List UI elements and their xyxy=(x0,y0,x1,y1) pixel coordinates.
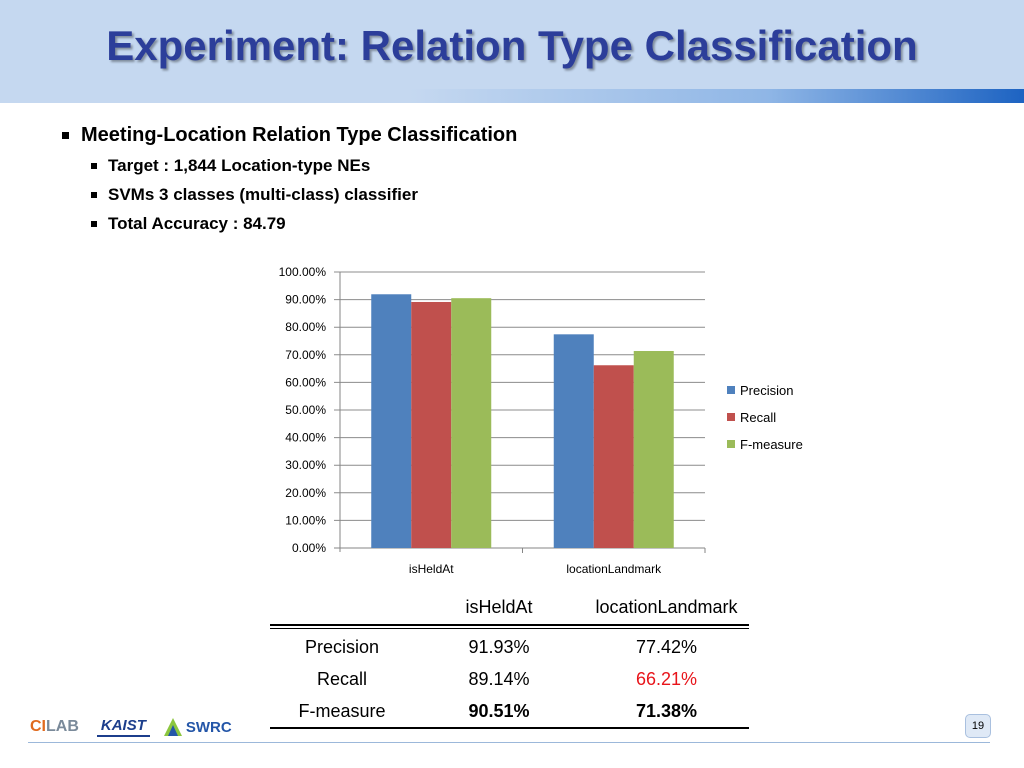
table-cell: Precision xyxy=(304,636,380,657)
table-cell: 90.51% xyxy=(468,700,530,721)
table-header-row: isHeldAt locationLandmark xyxy=(270,590,749,626)
bullet-sub: SVMs 3 classes (multi-class) classifier xyxy=(91,185,517,205)
legend-swatch xyxy=(727,440,735,448)
square-bullet-icon xyxy=(62,132,69,139)
table-row: Recall 89.14% 66.21% xyxy=(270,663,749,695)
y-tick-label: 30.00% xyxy=(285,458,326,472)
svrc-triangle-icon xyxy=(163,718,182,736)
table-cell: 77.42% xyxy=(635,636,698,657)
page-number: 19 xyxy=(965,714,991,738)
y-tick-label: 80.00% xyxy=(285,320,326,334)
cilab-logo: CILAB xyxy=(30,718,79,735)
table-cell: 71.38% xyxy=(635,700,698,721)
bullet-list: Meeting-Location Relation Type Classific… xyxy=(62,124,517,234)
bullet-main: Meeting-Location Relation Type Classific… xyxy=(62,124,517,147)
table-header-cell: locationLandmark xyxy=(595,596,738,617)
slide-title: Experiment: Relation Type Classification xyxy=(106,22,918,69)
x-tick-label: isHeldAt xyxy=(409,562,454,576)
table-row: Precision 91.93% 77.42% xyxy=(270,631,749,663)
bullet-sub-text: Target : 1,844 Location-type NEs xyxy=(108,156,371,175)
table-double-rule xyxy=(270,626,749,629)
bar-f-measure xyxy=(451,298,492,548)
legend-entry: Recall xyxy=(740,410,776,425)
legend-entry: F-measure xyxy=(740,437,803,452)
table-cell: 91.93% xyxy=(468,636,530,657)
bar-precision xyxy=(371,294,412,548)
results-table: isHeldAt locationLandmark Precision 91.9… xyxy=(270,590,749,729)
table-header-cell: isHeldAt xyxy=(465,596,533,617)
y-tick-label: 60.00% xyxy=(285,375,326,389)
table-row: F-measure 90.51% 71.38% xyxy=(270,695,749,727)
legend-entry: Precision xyxy=(740,383,793,398)
table-bottom-rule xyxy=(270,727,749,729)
y-tick-label: 90.00% xyxy=(285,293,326,307)
y-tick-label: 10.00% xyxy=(285,513,326,527)
svrc-logo: SWRC xyxy=(162,716,232,738)
table-cell: 89.14% xyxy=(468,668,530,689)
bullet-sub-text: SVMs 3 classes (multi-class) classifier xyxy=(108,185,418,204)
legend-swatch xyxy=(727,413,735,421)
bar-recall xyxy=(411,301,452,548)
square-bullet-icon xyxy=(91,163,97,169)
square-bullet-icon xyxy=(91,192,97,198)
y-tick-label: 50.00% xyxy=(285,403,326,417)
title-stripe xyxy=(0,89,1024,103)
bar-f-measure xyxy=(633,350,674,548)
x-tick-label: locationLandmark xyxy=(566,562,662,576)
y-tick-label: 70.00% xyxy=(285,348,326,362)
square-bullet-icon xyxy=(91,221,97,227)
y-tick-label: 100.00% xyxy=(279,265,327,279)
table-cell: F-measure xyxy=(298,700,386,721)
y-tick-label: 40.00% xyxy=(285,431,326,445)
bar-recall xyxy=(593,365,634,548)
logo-strip: CILAB KAIST SWRC xyxy=(30,712,232,742)
bar-precision xyxy=(553,334,594,548)
table-cell: Recall xyxy=(316,668,368,689)
bar-chart: 0.00% 10.00% 20.00% 30.00% 40.00% 50.00% 60.00… xyxy=(279,265,803,576)
y-tick-label: 20.00% xyxy=(285,486,326,500)
kaist-logo: KAIST xyxy=(96,717,150,737)
table-cell: 66.21% xyxy=(635,668,698,689)
title-band xyxy=(0,0,1024,103)
bullet-sub: Target : 1,844 Location-type NEs xyxy=(91,156,517,176)
bullet-sub-text: Total Accuracy : 84.79 xyxy=(108,214,286,233)
bullet-sub: Total Accuracy : 84.79 xyxy=(91,214,517,234)
legend-swatch xyxy=(727,386,735,394)
footer-line xyxy=(28,742,990,743)
bullet-main-text: Meeting-Location Relation Type Classific… xyxy=(81,124,518,146)
y-tick-label: 0.00% xyxy=(292,541,326,555)
